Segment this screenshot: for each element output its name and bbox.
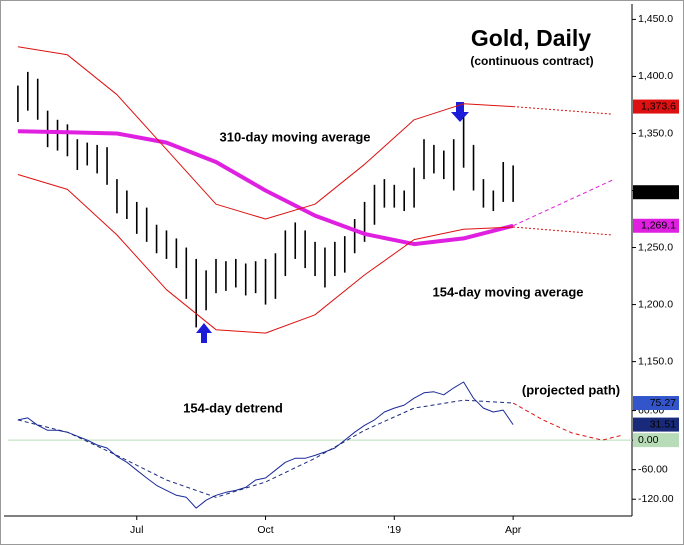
series-line: [512, 402, 623, 441]
y-tick-label: 1,200.0: [638, 298, 673, 310]
series-line: [17, 46, 514, 220]
y-tick-label: 1,250.0: [638, 241, 673, 253]
series-line: [17, 174, 514, 334]
value-tag: [633, 417, 679, 432]
y-tick-label-bg: [633, 433, 679, 448]
x-tick-label: Jul: [130, 524, 143, 536]
annotation: 310-day moving average: [219, 129, 370, 144]
series-line: [513, 106, 613, 115]
series-line: [17, 399, 514, 498]
series-line: [17, 381, 514, 509]
chart-title: Gold, Daily: [471, 25, 591, 51]
value-tag: [633, 99, 679, 114]
y-tick-label: -120.00: [638, 493, 674, 505]
value-tag-label: 1,373.6: [641, 100, 676, 112]
series-line: [513, 226, 613, 236]
value-tag: [633, 218, 679, 233]
low-arrow: [196, 323, 212, 343]
y-tick-label: 1,450.0: [638, 13, 673, 25]
x-tick-label: '19: [387, 524, 401, 536]
x-tick-label: Oct: [257, 524, 273, 536]
close-tag-label: 1,298.5: [641, 186, 676, 198]
y-tick-label: 1,400.0: [638, 70, 673, 82]
x-tick-label: Apr: [505, 524, 522, 536]
value-tag-label: 31.51: [650, 418, 676, 430]
y-tick-label: 0.00: [638, 434, 659, 446]
annotation: 154-day detrend: [183, 400, 283, 415]
value-tag-label: 75.27: [650, 397, 676, 409]
annotation: 154-day moving average: [432, 284, 583, 299]
series-line: [17, 129, 514, 247]
value-tag-label: 1,269.1: [641, 220, 676, 232]
annotation: (projected path): [522, 382, 620, 397]
value-tag: [633, 396, 679, 411]
peak-arrow: [451, 102, 469, 122]
y-tick-label: 1,150.0: [638, 355, 673, 367]
y-tick-label: 1,350.0: [638, 127, 673, 139]
y-tick-label: -60.00: [638, 463, 668, 475]
close-tag: [633, 185, 679, 200]
chart-subtitle: (continuous contract): [470, 54, 593, 68]
